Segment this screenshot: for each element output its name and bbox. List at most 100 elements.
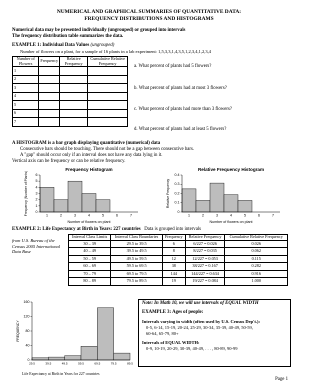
cell: 0.062 — [224, 247, 288, 256]
empty-cell — [87, 108, 128, 119]
x-tick-label: 2 — [60, 213, 62, 217]
row: 50 – 59 49.5 to 59.5 12 12/227 = 0.053 0.115 — [67, 254, 288, 264]
x-tick-label: 49.5 — [62, 361, 68, 365]
y-tick-label: 0 — [178, 210, 180, 214]
intervals: 0-9, 10-19, 20-29, 30-39, 40-49, . . . ,… — [146, 346, 238, 351]
empty-cell — [87, 91, 128, 102]
heading-note: Data is grouped into intervals — [144, 227, 202, 232]
empty-cell — [59, 83, 89, 93]
info: Consecutive bars should be touching. The… — [20, 147, 195, 152]
cell: 69.5 to 79.5 — [110, 269, 163, 279]
bar — [209, 182, 225, 213]
x-tick-label: 2 — [202, 213, 204, 217]
cell: 38/227 = 0.167 — [184, 262, 226, 271]
x-tick-label: 7 — [130, 213, 132, 217]
x-tick-label: 59.5 — [78, 361, 84, 365]
x-tick-label: 4 — [88, 213, 90, 217]
y-tick-label: 0.3 — [175, 182, 180, 186]
row: 7 — [11, 117, 128, 127]
row: 80 – 89 79.5 to 89.5 19 19/227 = 0.084 1.000 — [67, 277, 288, 286]
info: A "gap" should occur only if an interval… — [20, 153, 163, 158]
header-cell: Cumulative Relative Frequency — [224, 234, 288, 241]
header-cell: Number of Flowers — [11, 55, 40, 68]
header-cell: Interval Class Limits — [67, 234, 112, 241]
cell: 4 — [11, 91, 40, 102]
y-tick-label: 3 — [36, 191, 38, 195]
y-tick-label: 160 — [24, 300, 30, 304]
empty-cell — [59, 91, 89, 102]
cell: 5 — [11, 100, 40, 110]
row: 2 — [11, 74, 128, 85]
info: Vertical axis can be frequency or can be… — [12, 159, 126, 164]
note: Note: In Math 10, we will use intervals … — [142, 301, 259, 306]
y-tick-label: 5 — [36, 179, 38, 183]
cell: 38 — [161, 262, 186, 271]
row: 3 — [11, 83, 128, 93]
x-tick-label: 1 — [188, 213, 190, 217]
empty-cell — [38, 66, 61, 76]
empty-cell — [59, 74, 89, 85]
header-cell: Frequency — [38, 55, 61, 68]
x-tick-label: 4 — [230, 213, 232, 217]
cell: 19/227 = 0.084 — [184, 277, 226, 286]
y-tick-label: 4 — [36, 185, 38, 189]
question: b. What percent of plants had at most 3 … — [134, 86, 227, 91]
cell: 8 — [161, 247, 186, 256]
bar — [113, 352, 131, 361]
cell: 6 — [161, 239, 186, 249]
row: 60 – 69 59.5 to 69.5 38 38/227 = 0.167 0.282 — [67, 262, 288, 271]
bar — [31, 357, 49, 361]
row: 1 — [11, 66, 128, 76]
empty-cell — [38, 108, 61, 119]
empty-cell — [87, 117, 128, 127]
cell: 30 – 39 — [67, 239, 112, 249]
header-cell: Relative Frequency — [59, 55, 89, 68]
x-tick-label: 69.5 — [94, 361, 100, 365]
row: 4 — [11, 91, 128, 102]
y-tick-label: 120 — [24, 314, 30, 318]
x-tick-label: 5 — [102, 213, 104, 217]
empty-cell — [38, 74, 61, 85]
empty-cell — [87, 66, 128, 76]
x-tick-label: 89.5 — [127, 361, 133, 365]
header-row: Number of Flowers Frequency Relative Frequ… — [11, 55, 128, 68]
intro: The frequency distribution table summari… — [12, 34, 124, 39]
bar — [53, 199, 69, 213]
cell: 0.282 — [224, 262, 288, 271]
chart-title: Frequency Histogram — [65, 167, 112, 172]
title: NUMERICAL AND GRAPHICAL SUMMARIES OF QUA… — [56, 9, 242, 15]
question: a. What percent of plants had 5 flowers? — [134, 64, 212, 69]
heading-text: EXAMPLE 1: Individual Data Values — [12, 43, 90, 48]
x-tick-label: 29.5 — [29, 361, 35, 365]
row: 40 – 49 39.5 to 49.5 8 8/227 = 0.035 0.062 — [67, 247, 288, 256]
cell: 6 — [11, 108, 40, 119]
description: Number of flowers on a plant, for a samp… — [20, 49, 211, 54]
y-tick-label: 0 — [28, 358, 30, 362]
page-number: Page 1 — [275, 377, 288, 382]
page: NUMERICAL AND GRAPHICAL SUMMARIES OF QUA… — [11, 9, 291, 382]
row: 5 — [11, 100, 128, 110]
cell: 19 — [161, 277, 186, 286]
x-tick-label: 1 — [46, 213, 48, 217]
bar — [64, 355, 82, 361]
cell: 6/227 = 0.026 — [184, 239, 226, 249]
bar — [237, 200, 253, 213]
y-axis-label: Relative Frequency — [166, 179, 170, 209]
frequency-table: Number of Flowers Frequency Relative Frequ… — [11, 55, 128, 127]
empty-cell — [87, 83, 128, 93]
cell: 8/227 = 0.035 — [184, 247, 226, 256]
chart-title: Relative Frequency Histogram — [198, 167, 264, 172]
intervals: 0-5, 6-14, 15-19, 20-24, 25-29, 30-34, 3… — [146, 325, 253, 330]
bar — [67, 180, 83, 213]
x-tick-label: 3 — [74, 213, 76, 217]
header-cell: Relative Frequency — [184, 234, 226, 241]
header-cell: Frequency — [161, 234, 186, 241]
cell: 79.5 to 89.5 — [110, 277, 163, 286]
heading-text: EXAMPLE 2: Life Expectancy at Birth in Y… — [12, 227, 141, 232]
x-tick-label: 3 — [216, 213, 218, 217]
empty-cell — [59, 100, 89, 110]
intro: Numerical data may be presented individu… — [12, 28, 186, 33]
bar — [80, 346, 98, 361]
empty-cell — [38, 83, 61, 93]
y-tick-label: 0.2 — [175, 191, 180, 195]
